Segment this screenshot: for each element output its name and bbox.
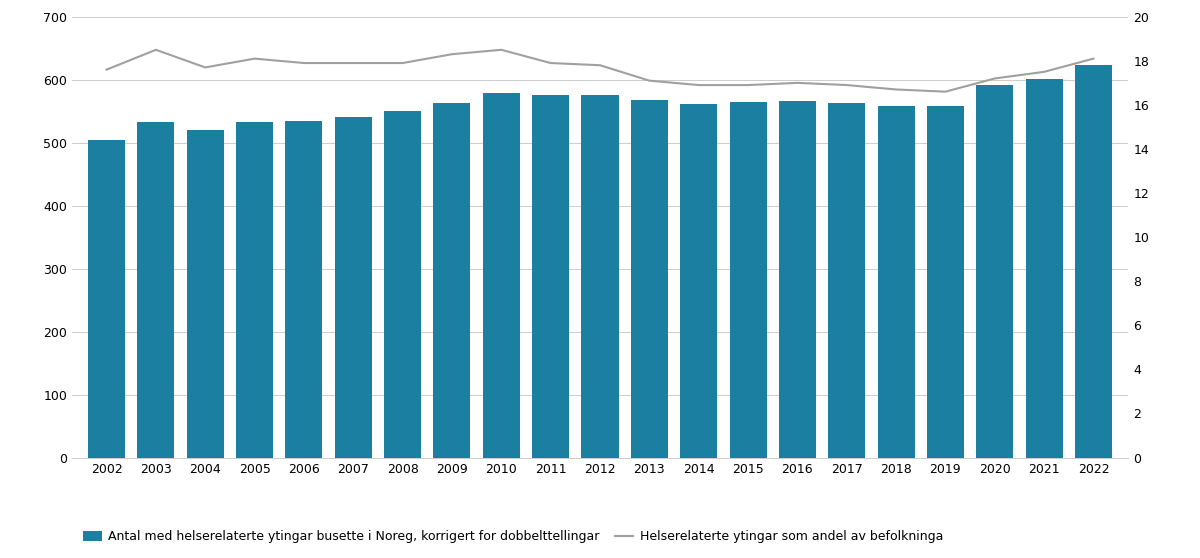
Bar [828,103,865,458]
Bar [680,104,718,458]
Bar [1026,79,1063,458]
Bar [88,140,125,458]
Bar [187,130,223,458]
Bar [433,103,470,458]
Bar [926,105,964,458]
Bar [631,100,668,458]
Bar [286,121,323,458]
Bar [582,95,618,458]
Bar [532,95,569,458]
Bar [384,111,421,458]
Bar [877,105,914,458]
Bar [236,122,274,458]
Bar [335,118,372,458]
Bar [1075,65,1112,458]
Bar [730,102,767,458]
Legend: Antal med helserelaterte ytingar busette i Noreg, korrigert for dobbelttellingar: Antal med helserelaterte ytingar busette… [78,525,948,549]
Bar [482,93,520,458]
Bar [977,85,1013,458]
Bar [137,122,174,458]
Bar [779,101,816,458]
